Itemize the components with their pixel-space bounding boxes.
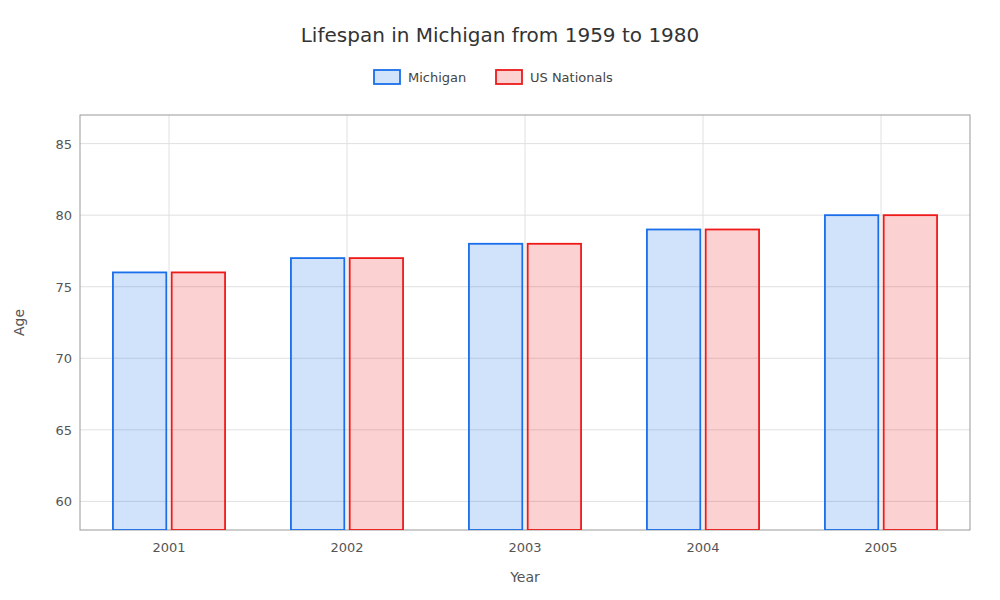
y-axis-label: Age [11, 309, 27, 336]
legend-swatch [496, 70, 522, 84]
y-tick-label: 60 [55, 494, 72, 509]
x-grid-line [347, 115, 348, 530]
y-tick-label: 65 [55, 423, 72, 438]
bar [113, 272, 166, 530]
x-grid-line [169, 115, 170, 530]
y-tick-label: 70 [55, 351, 72, 366]
y-tick-label: 75 [55, 280, 72, 295]
y-axis: 60 65 70 75 80 85 [55, 137, 72, 510]
y-tick-label: 85 [55, 137, 72, 152]
legend-label: Michigan [408, 70, 466, 85]
bar [884, 215, 937, 530]
x-tick-label: 2003 [508, 540, 541, 555]
x-grid-line [881, 115, 882, 530]
x-grid-line [703, 115, 704, 530]
x-grid-line [525, 115, 526, 530]
bar [825, 215, 878, 530]
chart-svg: Lifespan in Michigan from 1959 to 1980 60… [0, 0, 1000, 600]
x-tick-label: 2004 [686, 540, 719, 555]
x-axis-label: Year [509, 569, 540, 585]
x-axis: 2001 2002 2003 2004 2005 [152, 540, 897, 555]
x-tick-label: 2002 [330, 540, 363, 555]
x-tick-label: 2005 [864, 540, 897, 555]
y-tick-label: 80 [55, 208, 72, 223]
grid [80, 115, 970, 530]
bar [528, 244, 581, 530]
bars [113, 215, 937, 530]
legend-swatch [374, 70, 400, 84]
bar [647, 229, 700, 530]
bar [172, 272, 225, 530]
chart-container: Lifespan in Michigan from 1959 to 1980 60… [0, 0, 1000, 600]
plot-frame [80, 115, 970, 530]
legend: Michigan US Nationals [374, 70, 613, 85]
bar [291, 258, 344, 530]
legend-label: US Nationals [530, 70, 613, 85]
bar [469, 244, 522, 530]
bar [350, 258, 403, 530]
x-tick-label: 2001 [152, 540, 185, 555]
title: Lifespan in Michigan from 1959 to 1980 [301, 23, 700, 47]
bar [706, 229, 759, 530]
